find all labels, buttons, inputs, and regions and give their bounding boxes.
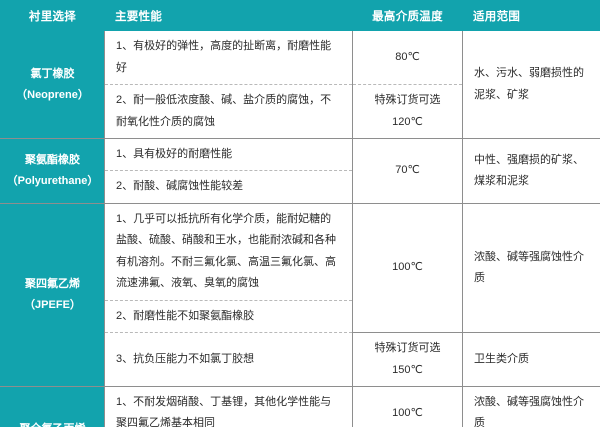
performance-cell: 3、抗负压能力不如氯丁胶想: [104, 332, 353, 387]
scope-cell: 浓酸、碱等强腐蚀性介质: [462, 202, 600, 334]
material-cell-jpefe: 聚四氟乙烯 （JPEFE）: [0, 202, 105, 387]
performance-cell: 1、具有极好的耐磨性能: [104, 137, 353, 172]
temperature-value: 70℃: [395, 164, 420, 177]
material-name-en: （Polyurethane）: [6, 174, 99, 187]
material-name-cn: 聚氨酯橡胶: [25, 154, 80, 167]
material-name-en: （JPEFE）: [24, 298, 81, 311]
temperature-cell: 特殊订货可选 120℃: [352, 84, 463, 139]
material-name-cn: 聚四氟乙烯: [25, 278, 80, 291]
scope-cell: 水、污水、弱磨损性的泥浆、矿浆: [462, 30, 600, 139]
table-header: 衬里选择 主要性能 最高介质温度 适用范围: [0, 0, 600, 31]
temperature-note: 特殊订货可选: [374, 342, 441, 355]
table-row: 氯丁橡胶 （Neoprene） 1、有极好的弹性，高度的扯断离，耐磨性能好 80…: [0, 30, 600, 139]
performance-cell: 1、几乎可以抵抗所有化学介质，能耐妃糖的盐酸、硫酸、硝酸和王水，也能耐浓碱和各种…: [104, 202, 353, 301]
temperature-cell: 特殊订货可选 150℃: [352, 332, 463, 387]
column-header-performance: 主要性能: [104, 0, 353, 31]
performance-cell: 2、耐酸、碱腐蚀性能较差: [104, 170, 353, 204]
temperature-note: 特殊订货可选: [374, 94, 441, 107]
scope-cell: 中性、强磨损的矿浆、煤浆和泥浆: [462, 138, 600, 204]
material-cell-polyurethane: 聚氨酯橡胶 （Polyurethane）: [0, 138, 105, 204]
column-header-lining: 衬里选择: [0, 0, 105, 31]
performance-cell: 2、耐磨性能不如聚氨酯橡胶: [104, 299, 353, 334]
table-row: 聚四氟乙烯 （JPEFE） 1、几乎可以抵抗所有化学介质，能耐妃糖的盐酸、硫酸、…: [0, 202, 600, 387]
temperature-value: 80℃: [395, 50, 420, 63]
temperature-value: 150℃: [392, 363, 423, 376]
table-row: 2、耐酸、碱腐蚀性能较差: [1, 170, 600, 204]
temperature-cell: 100℃: [352, 202, 463, 334]
material-name-cn: 氯丁橡胶: [30, 67, 75, 80]
column-header-max-temperature: 最高介质温度: [352, 0, 463, 31]
temperature-value: 100℃: [392, 406, 423, 419]
performance-cell: 2、耐一般低浓度酸、碱、盐介质的腐蚀，不耐氧化性介质的腐蚀: [104, 84, 353, 139]
column-header-scope: 适用范围: [462, 0, 600, 31]
table-row: 2、耐磨性能不如聚氨酯橡胶: [1, 299, 600, 334]
performance-cell: 1、不耐发烟硝酸、丁基锂，其他化学性能与聚四氟乙烯基本相同: [104, 385, 353, 427]
material-cell-f46: 聚全氟乙丙烯 （F46）: [0, 385, 105, 427]
scope-cell: 浓酸、碱等强腐蚀性介质: [462, 385, 600, 427]
table-header-row: 衬里选择 主要性能 最高介质温度 适用范围: [0, 0, 600, 31]
material-name-cn: 聚全氟乙丙烯: [20, 423, 86, 427]
material-cell-neoprene: 氯丁橡胶 （Neoprene）: [0, 30, 105, 139]
table-body: 氯丁橡胶 （Neoprene） 1、有极好的弹性，高度的扯断离，耐磨性能好 80…: [0, 30, 600, 427]
scope-cell: 卫生类介质: [462, 332, 600, 387]
temperature-cell: 70℃: [352, 138, 463, 204]
temperature-value: 120℃: [392, 115, 423, 128]
temperature-cell: 100℃: [352, 385, 463, 427]
temperature-cell: 80℃: [352, 30, 463, 85]
table-row: 2、耐一般低浓度酸、碱、盐介质的腐蚀，不耐氧化性介质的腐蚀 特殊订货可选 120…: [1, 84, 600, 139]
table-row: 3、抗负压能力不如氯丁胶想 特殊订货可选 150℃ 卫生类介质: [1, 332, 600, 387]
material-name-en: （Neoprene）: [16, 88, 89, 101]
performance-cell: 1、有极好的弹性，高度的扯断离，耐磨性能好: [104, 30, 353, 85]
temperature-value: 100℃: [392, 261, 423, 274]
table-row: 聚全氟乙丙烯 （F46） 1、不耐发烟硝酸、丁基锂，其他化学性能与聚四氟乙烯基本…: [0, 385, 600, 427]
table-row: 聚氨酯橡胶 （Polyurethane） 1、具有极好的耐磨性能 70℃ 中性、…: [0, 137, 600, 204]
